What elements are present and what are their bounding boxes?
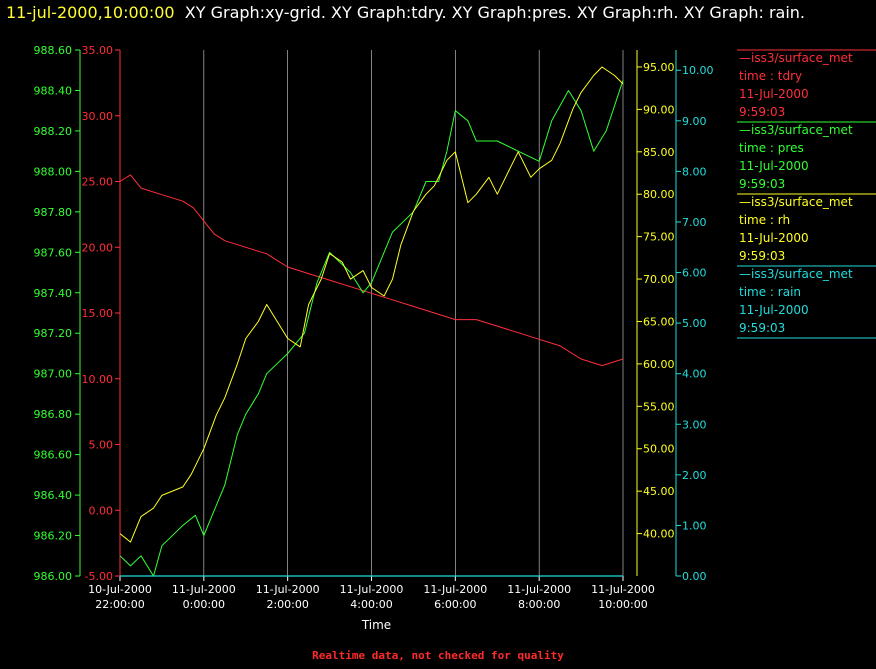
- grid-lines: [119, 50, 624, 576]
- tdry-tick-label: -5.00: [85, 570, 113, 583]
- legend-date: 11-Jul-2000: [739, 87, 809, 101]
- x-tick-label-date: 11-Jul-2000: [591, 583, 655, 596]
- legend-date: 11-Jul-2000: [739, 159, 809, 173]
- legend-variable: time : tdry: [739, 69, 802, 83]
- rh-tick-label: 65.00: [643, 315, 675, 328]
- x-tick-label-time: 10:00:00: [598, 598, 647, 611]
- legend-time: 9:59:03: [739, 177, 785, 191]
- rain-tick-label: 5.00: [682, 317, 707, 330]
- tdry-tick-label: 10.00: [82, 373, 114, 386]
- legend-source: —iss3/surface_met: [739, 123, 853, 137]
- legend-source: —iss3/surface_met: [739, 51, 853, 65]
- pres-tick-label: 987.00: [34, 368, 73, 381]
- pres-tick-label: 988.20: [34, 125, 73, 138]
- rain-tick-label: 0.00: [682, 570, 707, 583]
- pres-tick-label: 986.80: [34, 408, 73, 421]
- pres-tick-label: 987.40: [34, 287, 73, 300]
- rh-tick-label: 50.00: [643, 443, 675, 456]
- title-datetime: 11-jul-2000,10:00:00: [6, 3, 175, 22]
- x-tick-label-date: 11-Jul-2000: [423, 583, 487, 596]
- title-text: XY Graph:xy-grid. XY Graph:tdry. XY Grap…: [184, 3, 806, 22]
- tdry-tick-label: 0.00: [89, 504, 114, 517]
- rh-tick-label: 75.00: [643, 231, 675, 244]
- x-tick-label-time: 2:00:00: [266, 598, 308, 611]
- tdry-tick-label: 5.00: [89, 439, 114, 452]
- legend-source: —iss3/surface_met: [739, 195, 853, 209]
- legend-variable: time : pres: [739, 141, 804, 155]
- x-tick-label-date: 11-Jul-2000: [340, 583, 404, 596]
- rain-tick-label: 8.00: [682, 165, 707, 178]
- rain-tick-label: 10.00: [682, 64, 714, 77]
- rh-tick-label: 85.00: [643, 146, 675, 159]
- legend-variable: time : rain: [739, 285, 801, 299]
- rh-tick-label: 70.00: [643, 273, 675, 286]
- data-series: [119, 66, 624, 577]
- rh-tick-label: 95.00: [643, 61, 675, 74]
- legend-time: 9:59:03: [739, 105, 785, 119]
- series-line-pres: [119, 80, 624, 577]
- rh-tick-label: 90.00: [643, 103, 675, 116]
- rain-tick-label: 1.00: [682, 519, 707, 532]
- series-line-rh: [119, 66, 624, 543]
- pres-tick-label: 986.40: [34, 489, 73, 502]
- tdry-tick-label: 15.00: [82, 307, 114, 320]
- pres-tick-label: 986.60: [34, 449, 73, 462]
- rain-tick-label: 9.00: [682, 115, 707, 128]
- pres-tick-label: 987.80: [34, 206, 73, 219]
- rh-tick-label: 60.00: [643, 358, 675, 371]
- x-tick-label-date: 11-Jul-2000: [172, 583, 236, 596]
- legend-date: 11-Jul-2000: [739, 231, 809, 245]
- legend-time: 9:59:03: [739, 249, 785, 263]
- legend-date: 11-Jul-2000: [739, 303, 809, 317]
- x-tick-label-date: 10-Jul-2000: [88, 583, 152, 596]
- axes: 10-Jul-2000 22:00:00 11-Jul-2000 0:00:00 11-…: [34, 44, 714, 632]
- legend-source: —iss3/surface_met: [739, 267, 853, 281]
- rh-tick-label: 55.00: [643, 400, 675, 413]
- x-tick-label-date: 11-Jul-2000: [256, 583, 320, 596]
- rh-tick-label: 45.00: [643, 485, 675, 498]
- tdry-tick-label: 20.00: [82, 241, 114, 254]
- tdry-tick-label: 30.00: [82, 110, 114, 123]
- rain-tick-label: 2.00: [682, 469, 707, 482]
- pres-tick-label: 988.60: [34, 44, 73, 57]
- pres-tick-label: 987.60: [34, 246, 73, 259]
- x-tick-label-time: 0:00:00: [183, 598, 225, 611]
- legend-time: 9:59:03: [739, 321, 785, 335]
- pres-tick-label: 986.00: [34, 570, 73, 583]
- tdry-tick-label: 35.00: [82, 44, 114, 57]
- rain-tick-label: 4.00: [682, 368, 707, 381]
- pres-tick-label: 988.40: [34, 84, 73, 97]
- rain-tick-label: 6.00: [682, 267, 707, 280]
- x-tick-label-time: 8:00:00: [518, 598, 560, 611]
- pres-tick-label: 988.00: [34, 165, 73, 178]
- quality-footer: Realtime data, not checked for quality: [312, 649, 564, 662]
- rh-tick-label: 80.00: [643, 188, 675, 201]
- x-tick-label-date: 11-Jul-2000: [507, 583, 571, 596]
- series-line-tdry: [119, 174, 624, 367]
- rain-tick-label: 7.00: [682, 216, 707, 229]
- x-tick-label-time: 22:00:00: [95, 598, 144, 611]
- pres-tick-label: 987.20: [34, 327, 73, 340]
- pres-tick-label: 986.20: [34, 530, 73, 543]
- x-axis-label: Time: [361, 618, 391, 632]
- legend-variable: time : rh: [739, 213, 790, 227]
- x-tick-label-time: 4:00:00: [350, 598, 392, 611]
- rain-tick-label: 3.00: [682, 418, 707, 431]
- tdry-tick-label: 25.00: [82, 176, 114, 189]
- rh-tick-label: 40.00: [643, 528, 675, 541]
- chart-title: 11-jul-2000,10:00:00 XY Graph:xy-grid. X…: [6, 2, 866, 24]
- x-tick-label-time: 6:00:00: [434, 598, 476, 611]
